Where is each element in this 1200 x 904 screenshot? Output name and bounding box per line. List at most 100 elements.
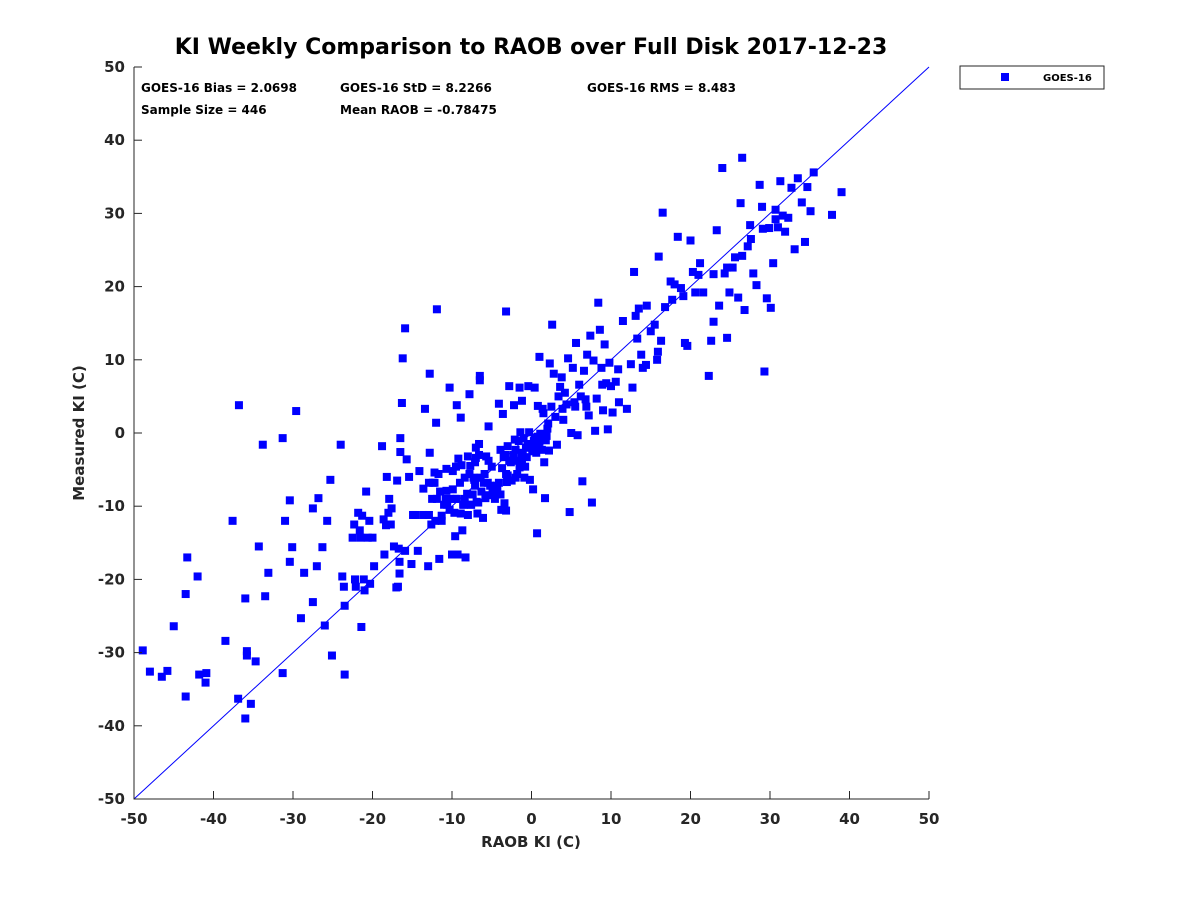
data-point: [138, 646, 147, 655]
data-point: [771, 205, 780, 214]
data-point: [600, 340, 609, 349]
data-point: [765, 224, 774, 233]
data-point: [522, 453, 531, 462]
data-point: [498, 409, 507, 418]
data-point: [582, 402, 591, 411]
data-point: [564, 354, 573, 363]
data-point: [424, 562, 433, 571]
data-point: [790, 245, 799, 254]
data-point: [359, 575, 368, 584]
stat-bias: GOES-16 Bias = 2.0698: [141, 81, 297, 95]
x-tick-label: 50: [919, 810, 940, 828]
data-point: [631, 311, 640, 320]
data-point: [471, 458, 480, 467]
data-point: [683, 341, 692, 350]
data-point: [460, 473, 469, 482]
data-point: [356, 533, 365, 542]
data-point: [264, 568, 273, 577]
data-point: [803, 183, 812, 192]
data-point: [707, 336, 716, 345]
data-point: [516, 428, 525, 437]
stat-rms: GOES-16 RMS = 8.483: [587, 81, 736, 95]
data-point: [480, 469, 489, 478]
stat-mean-raob: Mean RAOB = -0.78475: [340, 103, 497, 117]
data-point: [581, 395, 590, 404]
x-tick-label: 10: [601, 810, 622, 828]
data-point: [475, 376, 484, 385]
data-point: [743, 242, 752, 251]
data-point: [622, 404, 631, 413]
stats-annotations: GOES-16 Bias = 2.0698 GOES-16 StD = 8.22…: [141, 81, 736, 117]
data-point: [589, 356, 598, 365]
data-point: [514, 437, 523, 446]
data-point: [387, 504, 396, 513]
data-point: [445, 505, 454, 514]
data-point: [500, 499, 509, 508]
y-tick-label: 40: [104, 131, 125, 149]
data-point: [575, 380, 584, 389]
data-point: [382, 472, 391, 481]
data-point: [760, 367, 769, 376]
x-tick-label: -50: [120, 810, 147, 828]
data-point: [448, 550, 456, 559]
y-tick-label: -50: [98, 790, 125, 808]
data-point: [746, 221, 755, 230]
data-point: [650, 320, 659, 329]
data-point: [278, 434, 287, 443]
data-point: [411, 510, 420, 519]
data-point: [448, 485, 457, 494]
data-point: [459, 500, 468, 509]
x-tick-label: 30: [760, 810, 781, 828]
data-point: [725, 288, 734, 297]
data-point: [541, 436, 550, 445]
data-point: [195, 670, 204, 679]
data-point: [393, 582, 402, 591]
data-point: [362, 487, 371, 496]
data-point: [511, 445, 520, 454]
data-point: [397, 398, 406, 407]
data-point: [709, 317, 718, 326]
data-point: [401, 324, 410, 333]
data-point: [498, 464, 507, 473]
data-point: [594, 298, 603, 307]
data-point: [723, 333, 732, 342]
data-point: [599, 406, 608, 415]
data-point: [776, 177, 785, 186]
data-point: [484, 456, 493, 465]
data-point: [591, 426, 600, 435]
data-point: [547, 402, 556, 411]
data-point: [540, 458, 549, 467]
data-point: [715, 301, 724, 310]
x-axis-label: RAOB KI (C): [481, 833, 581, 851]
data-point: [181, 692, 190, 701]
data-point: [517, 455, 526, 464]
data-point: [234, 401, 243, 410]
data-point: [502, 307, 511, 316]
data-point: [338, 572, 347, 581]
data-point: [718, 164, 727, 173]
data-point: [731, 253, 740, 262]
data-point: [384, 508, 393, 517]
data-point: [468, 490, 477, 499]
data-point: [738, 153, 747, 162]
data-point: [641, 360, 650, 369]
data-point: [694, 270, 703, 279]
data-point: [494, 478, 503, 487]
data-point: [496, 445, 505, 454]
data-point: [738, 251, 747, 260]
data-point: [432, 494, 441, 503]
data-point: [228, 516, 237, 525]
data-point: [525, 475, 534, 484]
data-point: [475, 439, 484, 448]
data-point: [475, 450, 484, 459]
data-point: [567, 429, 576, 437]
data-point: [668, 295, 677, 304]
data-point: [366, 579, 375, 588]
data-point: [320, 621, 329, 630]
y-axis-label: Measured KI (C): [70, 365, 88, 501]
data-point: [487, 462, 496, 471]
data-point: [242, 647, 251, 656]
data-point: [679, 292, 688, 301]
data-point: [241, 714, 250, 723]
chart-title: KI Weekly Comparison to RAOB over Full D…: [175, 35, 888, 60]
